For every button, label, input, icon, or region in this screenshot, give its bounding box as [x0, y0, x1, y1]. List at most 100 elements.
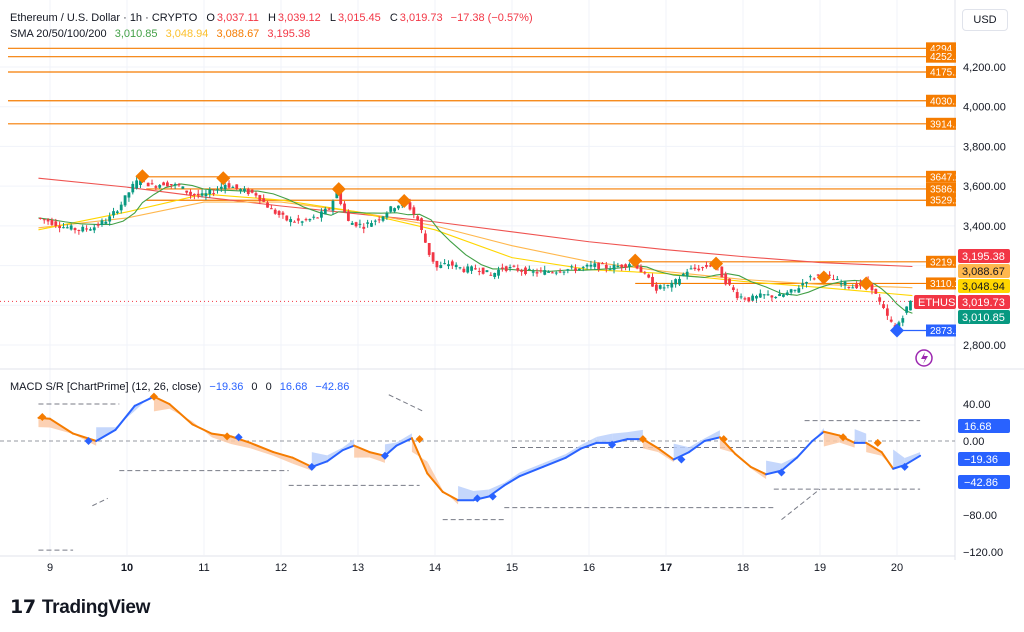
macd-line — [114, 404, 136, 431]
candle-body — [593, 263, 597, 267]
candle-body — [724, 273, 728, 285]
candle-body — [312, 216, 316, 218]
candle-body — [350, 222, 354, 225]
macd-fill — [581, 436, 597, 449]
candle-body — [801, 283, 805, 286]
candle-body — [681, 273, 685, 276]
candle-body — [108, 216, 112, 222]
pivot-high-marker — [816, 270, 831, 285]
candle-body — [878, 297, 882, 302]
macd-line — [503, 475, 521, 487]
price-tag — [958, 279, 1010, 293]
candle-body — [685, 271, 689, 277]
candle-body — [370, 223, 373, 227]
sma200-value: 3,195.38 — [267, 28, 311, 40]
candle-body — [581, 266, 585, 268]
price-tag-label: 3,088.67 — [962, 266, 1005, 278]
candle-body — [758, 293, 762, 298]
close-label: C — [389, 12, 398, 24]
candle-body — [477, 270, 481, 272]
candle-body — [604, 264, 608, 269]
candle-body — [393, 208, 396, 212]
macd-v5: −42.86 — [315, 381, 350, 393]
y-tick-label: 4,200.00 — [963, 62, 1006, 74]
macd-marker-orange — [415, 435, 424, 444]
macd-marker-blue — [84, 437, 93, 445]
sma-label: SMA 20/50/100/200 — [10, 28, 107, 40]
candle-body — [531, 271, 535, 273]
alert-icon[interactable] — [915, 349, 933, 367]
candle-body — [466, 266, 470, 273]
candle-body — [77, 229, 81, 231]
candle-body — [897, 322, 901, 327]
candle-body — [628, 264, 631, 267]
candles[interactable] — [0, 176, 955, 332]
price-tag-label: ETHUSD — [918, 297, 963, 309]
candle-body — [62, 227, 65, 229]
candle-body — [639, 266, 643, 273]
macd-line — [426, 472, 444, 493]
macd-fill — [596, 433, 613, 443]
macd-fill — [369, 452, 385, 463]
change-value: −17.38 (−0.57%) — [450, 12, 533, 24]
candle-body — [50, 219, 54, 225]
candle-body — [158, 185, 162, 188]
candle-body — [527, 268, 531, 270]
candle-body — [835, 278, 839, 280]
y-tick-label: 4,000.00 — [963, 102, 1006, 114]
candle-body — [454, 264, 458, 268]
macd-line — [191, 423, 213, 435]
candle-body — [535, 272, 539, 274]
tradingview-logo[interactable]: 𝟭𝟳 TradingView — [10, 596, 150, 619]
sma-line-3 — [38, 183, 913, 314]
y-tick-label: 3,800.00 — [963, 141, 1006, 153]
candle-body — [85, 228, 88, 230]
chart-grid — [0, 0, 1024, 560]
candle-body — [601, 263, 604, 265]
candle-body — [658, 285, 662, 289]
macd-fill — [427, 461, 443, 492]
macd-fill — [38, 417, 50, 428]
candle-body — [470, 266, 473, 271]
candle-body — [462, 268, 466, 272]
level-tag — [926, 194, 956, 207]
x-tick-label: 10 — [121, 562, 133, 574]
pivot-high-marker — [859, 276, 874, 291]
candle-body — [697, 268, 701, 271]
macd-fill — [230, 436, 251, 449]
macd-marker-orange — [149, 392, 158, 401]
candle-body — [389, 206, 393, 212]
level-tag — [926, 94, 956, 107]
candle-body — [855, 284, 858, 289]
candle-body — [443, 263, 447, 265]
candle-body — [439, 265, 443, 268]
x-tick-label: 17 — [660, 562, 672, 574]
macd-pane[interactable] — [0, 392, 955, 551]
candle-body — [616, 265, 620, 267]
macd-line — [49, 417, 75, 435]
candle-body — [543, 270, 547, 275]
candle-body — [793, 289, 797, 291]
y-tick-label: 3,400.00 — [963, 221, 1006, 233]
candle-body — [339, 192, 343, 205]
candle-body — [343, 203, 346, 212]
candle-body — [516, 268, 520, 271]
x-tick-label: 20 — [891, 562, 903, 574]
price-tag — [958, 264, 1010, 278]
macd-line — [441, 490, 460, 502]
macd-line — [564, 447, 583, 459]
candle-body — [177, 184, 181, 186]
candle-body — [670, 282, 674, 288]
candle-body — [92, 227, 96, 231]
pivot-high-marker — [628, 253, 643, 268]
candle-body — [373, 220, 377, 222]
tv-logo-icon: 𝟭𝟳 — [10, 597, 36, 618]
pivot-high-marker — [216, 171, 231, 186]
macd-line — [822, 430, 841, 437]
candle-body — [905, 306, 909, 313]
candle-body — [246, 189, 250, 195]
high-label: H — [267, 12, 276, 24]
macd-line — [865, 441, 883, 454]
currency-button[interactable]: USD — [962, 9, 1008, 31]
